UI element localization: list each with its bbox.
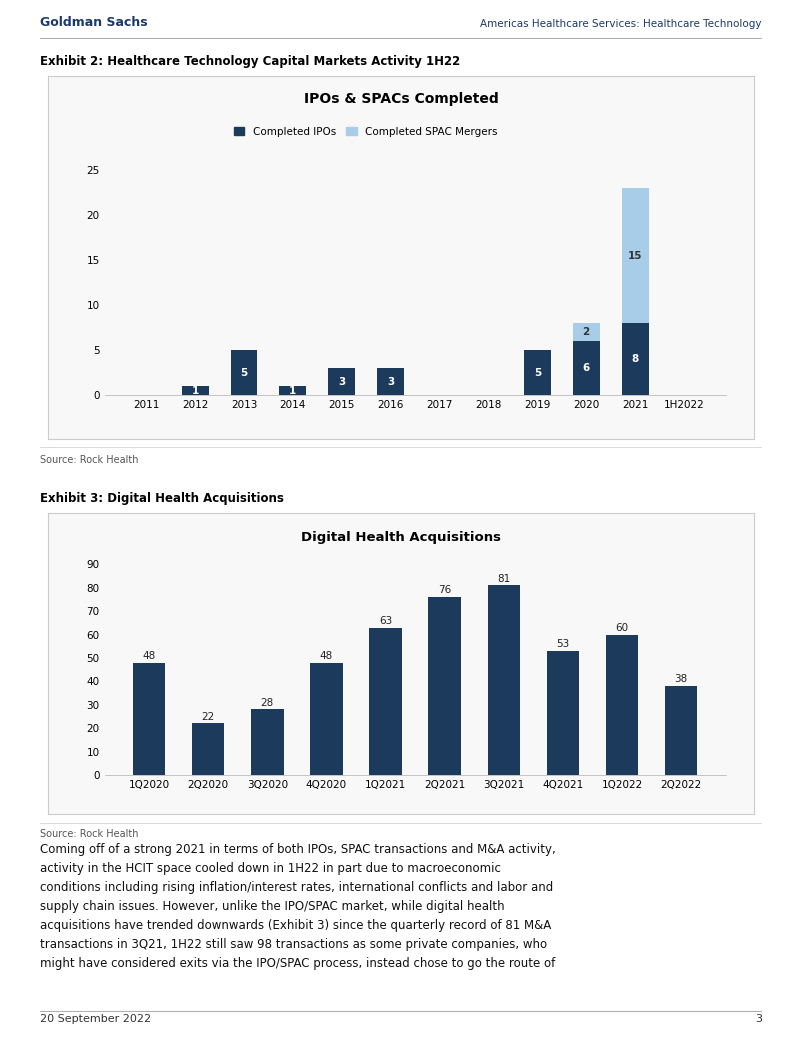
Text: Exhibit 3: Digital Health Acquisitions: Exhibit 3: Digital Health Acquisitions [40,493,284,505]
Text: 20 September 2022: 20 September 2022 [40,1014,152,1025]
Text: Source: Rock Health: Source: Rock Health [40,455,139,466]
Bar [524,351,551,395]
Bar [328,368,355,395]
Bar [547,651,579,775]
Text: 5: 5 [533,367,541,377]
Text: 63: 63 [379,616,392,625]
Text: 15: 15 [628,251,642,260]
Text: Goldman Sachs: Goldman Sachs [40,17,148,29]
Text: 48: 48 [320,651,333,661]
Bar [251,709,284,775]
Bar [182,386,209,395]
Bar [428,597,461,775]
Text: 2: 2 [582,327,589,337]
Text: 5: 5 [241,367,248,377]
Text: 60: 60 [615,623,629,633]
Text: 48: 48 [143,651,156,661]
Bar [606,635,638,775]
Text: 3: 3 [387,376,395,387]
Text: Americas Healthcare Services: Healthcare Technology: Americas Healthcare Services: Healthcare… [480,20,762,29]
Bar [622,188,649,324]
Text: 3: 3 [338,376,346,387]
Text: 3: 3 [755,1014,762,1025]
Text: 38: 38 [674,674,688,684]
Text: Digital Health Acquisitions: Digital Health Acquisitions [301,531,501,543]
Text: Coming off of a strong 2021 in terms of both IPOs, SPAC transactions and M&A act: Coming off of a strong 2021 in terms of … [40,843,556,970]
Bar [231,351,257,395]
Bar [279,386,306,395]
Text: 81: 81 [497,573,510,584]
Bar [665,686,698,775]
Text: Exhibit 2: Healthcare Technology Capital Markets Activity 1H22: Exhibit 2: Healthcare Technology Capital… [40,55,460,67]
Bar [192,724,225,775]
Bar [622,324,649,395]
Bar [377,368,404,395]
Text: 53: 53 [557,639,569,649]
Text: 1: 1 [192,386,199,395]
Bar [488,586,520,775]
Text: 76: 76 [438,585,452,595]
Text: Source: Rock Health: Source: Rock Health [40,829,139,839]
Bar [573,341,600,395]
Text: IPOs & SPACs Completed: IPOs & SPACs Completed [304,92,498,106]
Text: 1: 1 [290,386,297,395]
Text: 28: 28 [261,698,274,707]
Bar [133,663,165,775]
Text: 8: 8 [631,354,638,364]
Bar [310,663,342,775]
Text: 6: 6 [582,363,589,373]
Bar [573,324,600,341]
Text: 22: 22 [201,711,215,722]
Legend: Completed IPOs, Completed SPAC Mergers: Completed IPOs, Completed SPAC Mergers [229,122,502,141]
Bar [369,627,402,775]
